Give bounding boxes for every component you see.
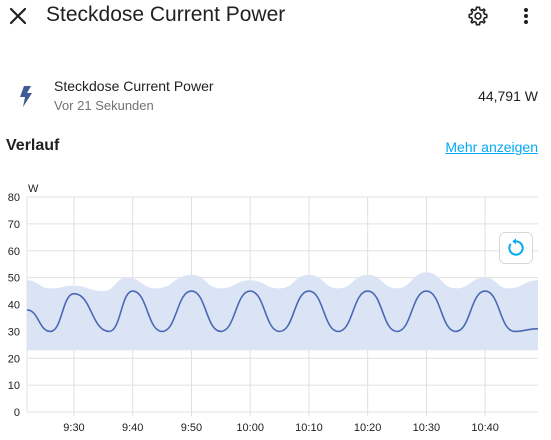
- entity-last-changed: Vor 21 Sekunden: [54, 98, 154, 113]
- gear-icon: [468, 6, 488, 26]
- y-tick-label: 70: [8, 219, 20, 231]
- x-tick-label: 9:30: [63, 422, 84, 434]
- entity-row: Steckdose Current Power Vor 21 Sekunden …: [0, 72, 551, 118]
- x-axis-ticks: 9:30 9:40 9:50 10:00 10:10 10:20 10:30 10:40: [63, 422, 499, 434]
- x-tick-label: 10:00: [236, 422, 264, 434]
- mean-line: [26, 290, 539, 333]
- y-tick-label: 60: [8, 246, 20, 258]
- history-title: Verlauf: [6, 137, 60, 154]
- y-tick-label: 40: [8, 300, 20, 312]
- more-vertical-icon: [524, 8, 528, 24]
- x-tick-label: 10:30: [413, 422, 441, 434]
- close-button[interactable]: [6, 4, 30, 28]
- x-tick-label: 9:50: [181, 422, 202, 434]
- y-tick-label: 50: [8, 273, 20, 285]
- dialog-title: Steckdose Current Power: [46, 3, 286, 26]
- settings-button[interactable]: [466, 4, 490, 28]
- refresh-icon: [508, 238, 524, 256]
- y-tick-label: 80: [8, 192, 20, 204]
- entity-name: Steckdose Current Power: [54, 78, 214, 94]
- min-max-band: [27, 272, 538, 351]
- x-tick-label: 10:20: [354, 422, 382, 434]
- y-tick-label: 30: [8, 326, 20, 338]
- dialog-header: Steckdose Current Power: [0, 0, 551, 34]
- entity-state-value: 44,791 W: [478, 88, 538, 104]
- x-tick-label: 9:40: [122, 422, 143, 434]
- show-more-link[interactable]: Mehr anzeigen: [445, 139, 538, 155]
- reset-zoom-button[interactable]: [499, 232, 533, 264]
- more-options-button[interactable]: [514, 4, 538, 28]
- history-chart[interactable]: W 0 10 20 30 40 50 60 70 80 9:30 9:40 9:50 10:00 10:…: [0, 178, 551, 440]
- y-axis-unit: W: [28, 183, 39, 195]
- y-tick-label: 10: [8, 380, 20, 392]
- close-icon: [9, 7, 27, 25]
- lightning-bolt-icon: [15, 84, 37, 108]
- y-tick-label: 20: [8, 353, 20, 365]
- x-tick-label: 10:40: [471, 422, 499, 434]
- x-tick-label: 10:10: [295, 422, 323, 434]
- y-tick-label: 0: [14, 407, 20, 419]
- y-axis-ticks: 0 10 20 30 40 50 60 70 80: [8, 192, 20, 419]
